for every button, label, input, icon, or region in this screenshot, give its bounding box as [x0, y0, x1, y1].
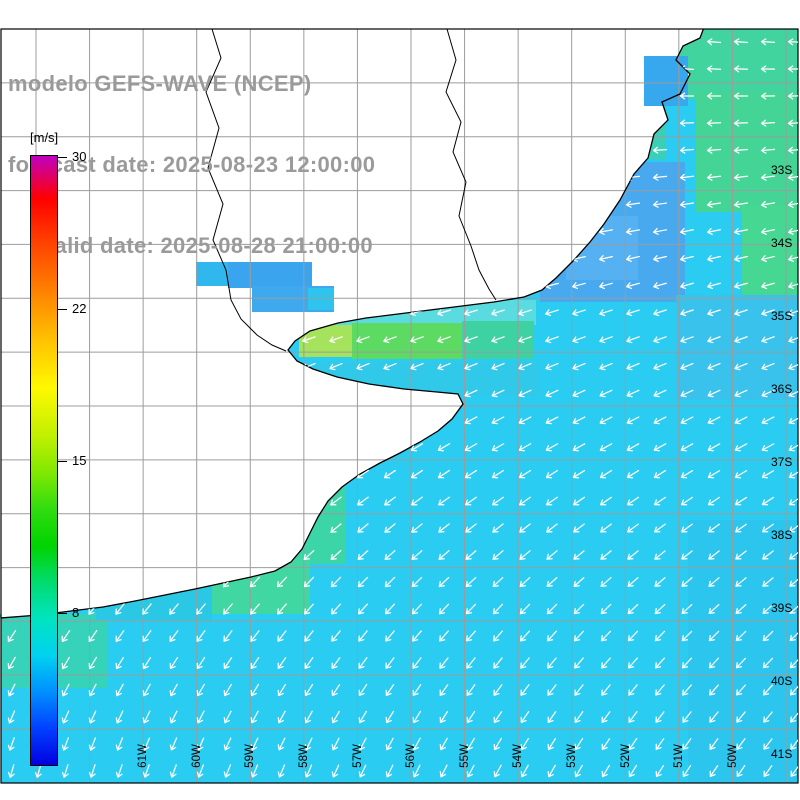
longitude-label: 56W: [405, 744, 417, 768]
inland-water-layer: [196, 56, 688, 312]
latitude-label: 37S: [771, 455, 793, 469]
colorbar: [m/s] 30 22 15 8: [28, 130, 158, 790]
wind-arrows: [7, 38, 798, 778]
longitude-label: 51W: [673, 744, 685, 768]
longitude-label: 52W: [620, 744, 632, 768]
plot-frame: [0, 28, 799, 784]
colorbar-tick-label: 22: [72, 301, 87, 316]
latitude-label: 36S: [771, 382, 793, 396]
longitude-label: 53W: [566, 744, 578, 768]
longitude-label: 55W: [459, 744, 471, 768]
colorbar-tick-label: 30: [72, 149, 87, 164]
longitude-label: 57W: [352, 744, 364, 768]
colorbar-tick: [58, 613, 67, 614]
latitude-label: 33S: [771, 163, 793, 177]
colorbar-gradient: [30, 155, 58, 766]
valid-date-line: valid date: 2025-08-28 21:00:00: [42, 233, 373, 258]
colorbar-tick: [58, 309, 67, 310]
colorbar-tick: [58, 461, 67, 462]
colorbar-tick-label: 15: [72, 453, 87, 468]
longitude-label: 50W: [727, 744, 739, 768]
latitude-label: 39S: [771, 601, 793, 615]
colorbar-unit-label: [m/s]: [30, 130, 59, 145]
colorbar-tick-label: 8: [72, 605, 80, 620]
longitude-label: 54W: [512, 744, 524, 768]
latitude-label: 34S: [771, 236, 793, 250]
longitude-label: 61W: [137, 744, 149, 768]
longitude-label: 60W: [191, 744, 203, 768]
latitude-label: 38S: [771, 528, 793, 542]
model-title: modelo GEFS-WAVE (NCEP): [8, 71, 312, 96]
latitude-label: 35S: [771, 309, 793, 323]
longitude-label: 59W: [244, 744, 256, 768]
latitude-label: 40S: [771, 674, 793, 688]
longitude-label: 58W: [298, 744, 310, 768]
colorbar-tick: [58, 157, 67, 158]
latitude-label: 41S: [771, 747, 793, 761]
